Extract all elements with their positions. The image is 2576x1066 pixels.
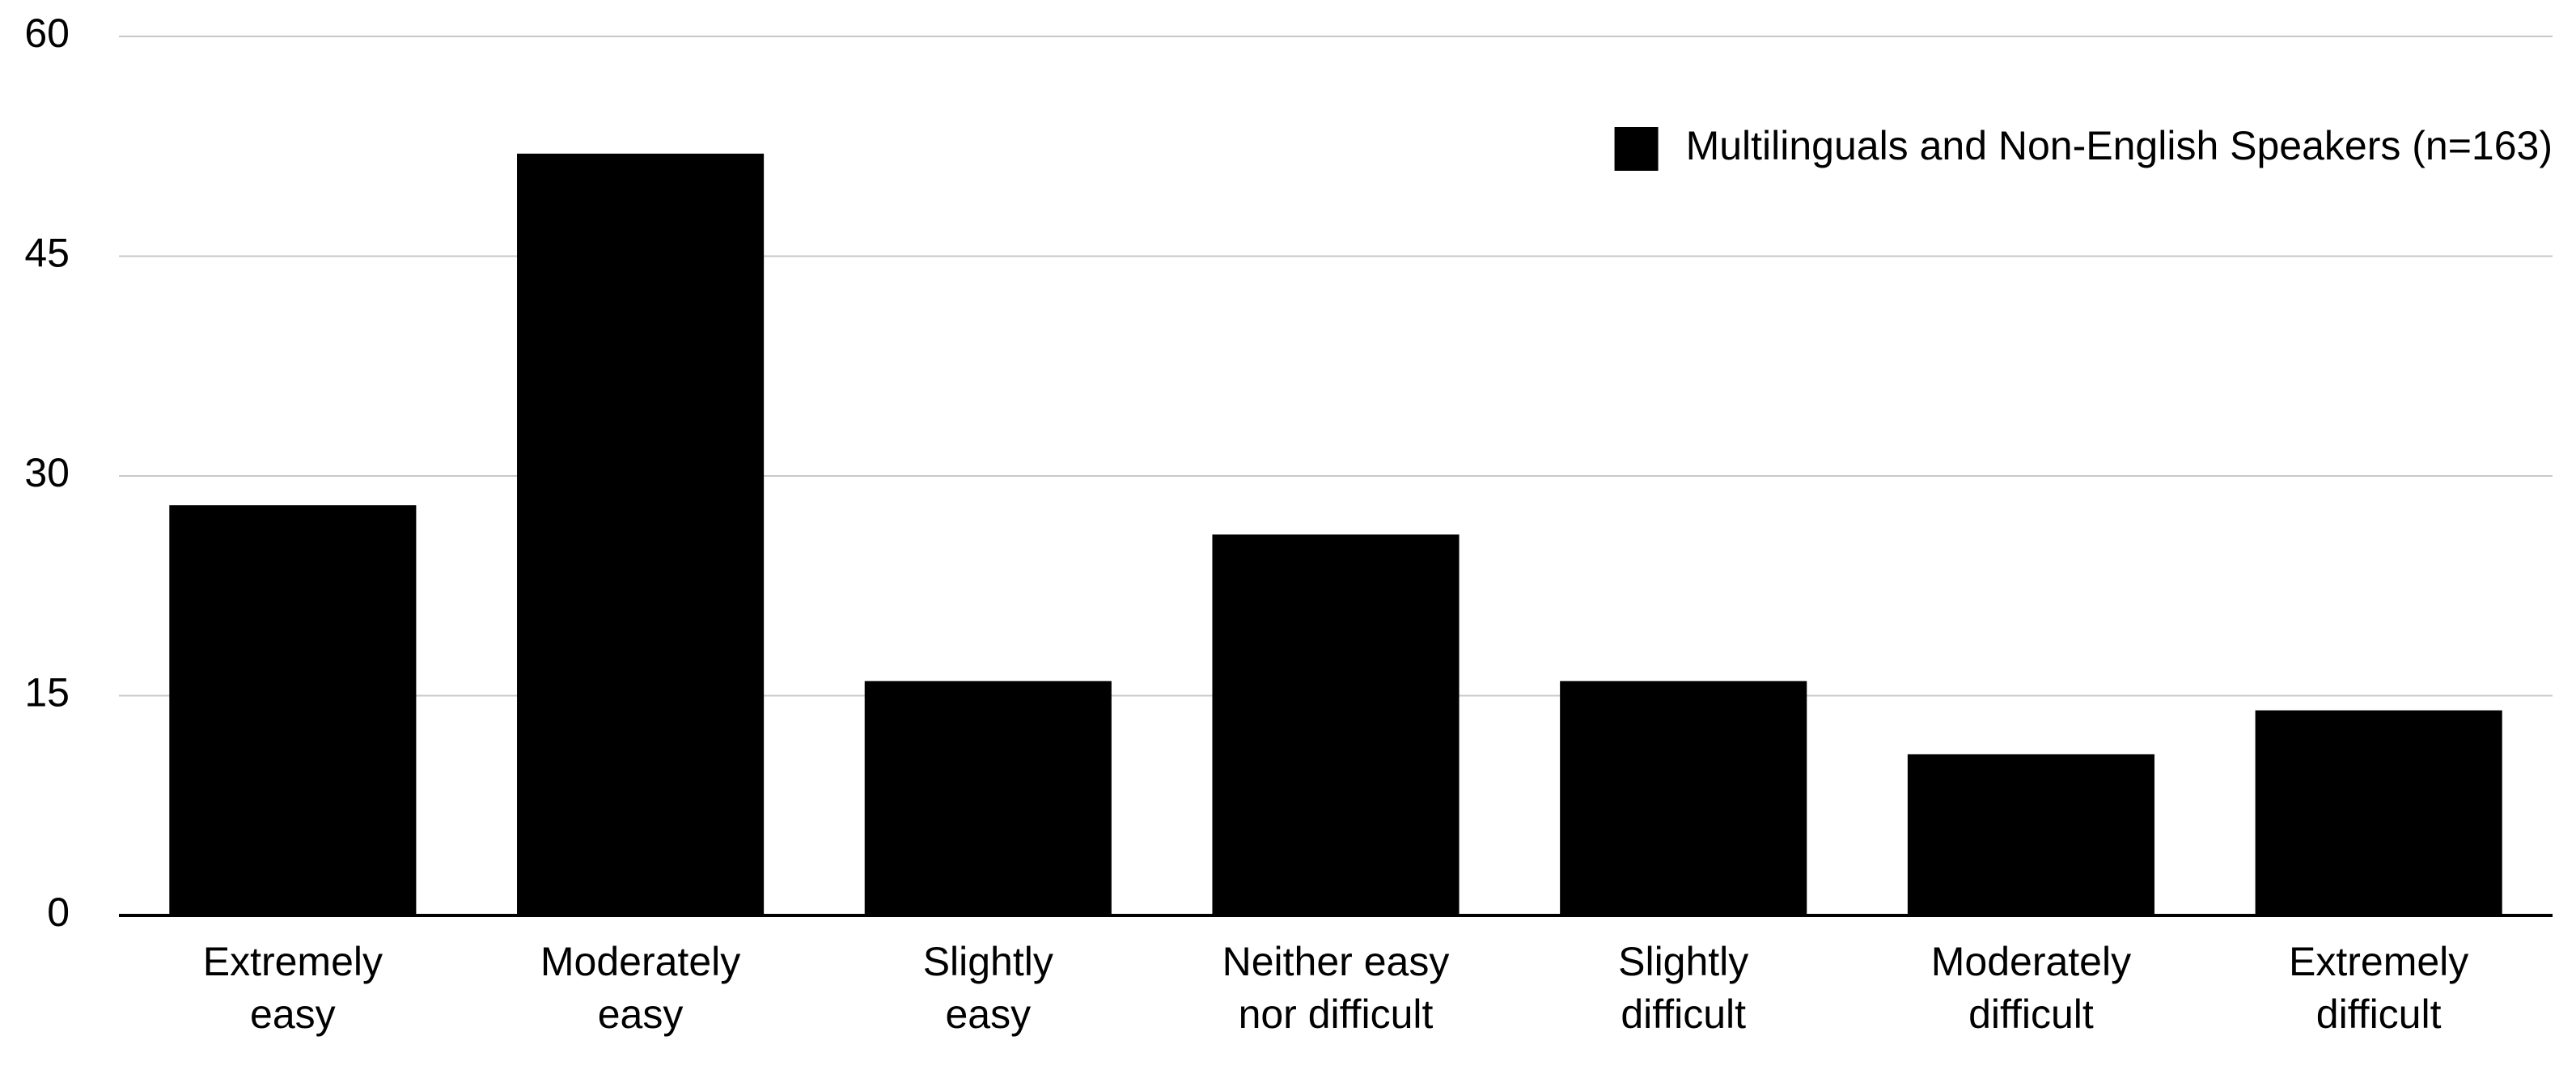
bar [517,153,765,916]
y-tick-label: 15 [24,670,70,716]
x-tick-label: Moderately easy [540,939,740,1037]
bar [864,681,1112,915]
legend-swatch [1614,127,1659,171]
bar [2255,710,2502,915]
bar [1212,534,1460,915]
x-tick-label: Slightly difficult [1618,939,1748,1037]
bar [1560,681,1807,915]
legend-label: Multilinguals and Non-English Speakers (… [1686,123,2553,168]
y-tick-label: 30 [24,450,70,495]
x-tick-label: Extremely difficult [2289,939,2468,1037]
x-tick-label: Extremely easy [203,939,383,1037]
x-tick-label: Neither easy nor difficult [1222,939,1450,1037]
y-tick-label: 0 [47,890,70,935]
bar [169,505,417,915]
x-tick-label: Slightly easy [923,939,1053,1037]
y-tick-label: 60 [24,11,70,56]
y-tick-label: 45 [24,231,70,276]
bar [1907,754,2154,915]
x-tick-label: Moderately difficult [1931,939,2131,1037]
